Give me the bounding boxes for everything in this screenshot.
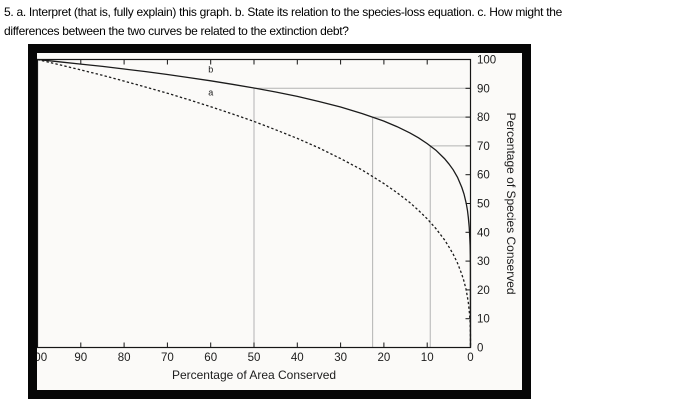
y-tick-label: 90 — [477, 83, 490, 95]
y-tick-label: 80 — [477, 112, 490, 124]
y-tick-label: 0 — [477, 343, 483, 355]
y-tick-label: 30 — [477, 256, 490, 268]
question-line-1: 5. a. Interpret (that is, fully explain)… — [4, 5, 563, 19]
y-tick-label: 60 — [477, 170, 490, 182]
x-tick-label: 40 — [291, 352, 304, 364]
x-tick-label: 80 — [118, 352, 131, 364]
x-tick-label: 0 — [467, 352, 473, 364]
y-tick-label: 10 — [477, 314, 490, 326]
curve-b — [37, 58, 472, 348]
y-tick-label: 40 — [477, 227, 490, 239]
x-tick-label: 90 — [74, 352, 87, 364]
x-tick-label: 60 — [204, 352, 217, 364]
x-tick-label: 50 — [248, 352, 261, 364]
x-tick-label: 10 — [421, 352, 434, 364]
curve-label-b: b — [208, 64, 213, 74]
curve-a — [37, 58, 472, 348]
y-tick-label: 20 — [477, 285, 490, 297]
y-axis-label: Percentage of Species Conserved — [504, 112, 518, 294]
x-tick-label: 20 — [378, 352, 391, 364]
species-area-graph-frame: 1009080706050403020100010203040506070809… — [28, 44, 531, 399]
curve-label-a: a — [208, 88, 213, 98]
question-line-2: differences between the two curves be re… — [4, 23, 349, 38]
y-tick-label: 70 — [477, 141, 490, 153]
question-text: 5. a. Interpret (that is, fully explain)… — [4, 3, 562, 40]
y-tick-label: 50 — [477, 199, 490, 211]
x-axis-label: Percentage of Area Conserved — [172, 368, 336, 382]
species-area-chart: 1009080706050403020100010203040506070809… — [37, 55, 518, 382]
x-tick-label: 100 — [37, 352, 47, 364]
x-tick-label: 30 — [334, 352, 347, 364]
y-tick-label: 100 — [477, 55, 496, 67]
x-tick-label: 70 — [161, 352, 174, 364]
